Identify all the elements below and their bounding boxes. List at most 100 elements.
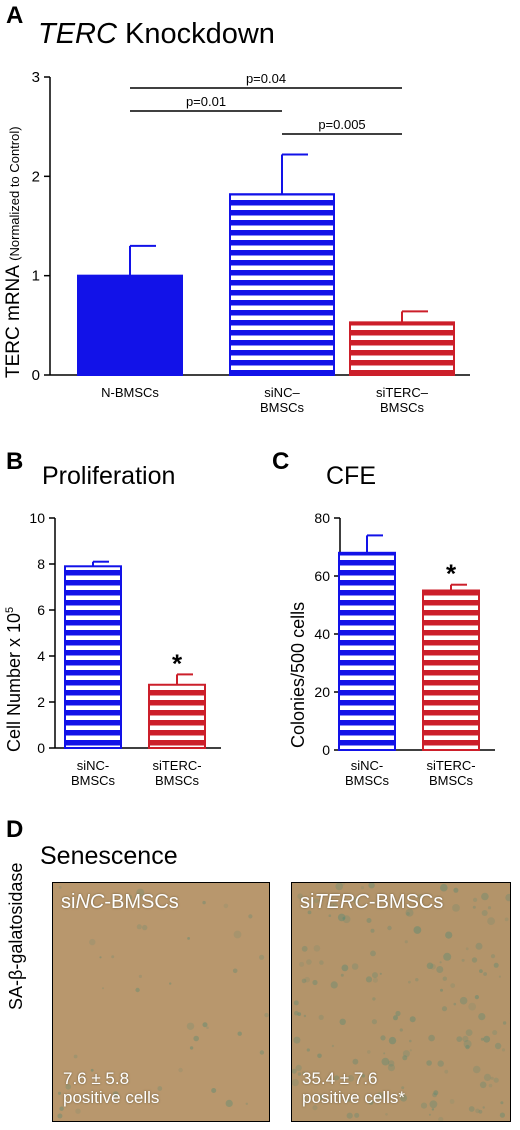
y-tick-label: 10: [29, 510, 45, 526]
stain-texture-1: [53, 883, 269, 1121]
stain-dot: [89, 938, 96, 946]
stain-dot: [433, 1090, 439, 1096]
stain-dot: [402, 1050, 410, 1058]
stain-dot: [406, 912, 410, 916]
stain-dot: [317, 1053, 322, 1059]
stain-dot: [313, 945, 321, 952]
stain-dot: [332, 902, 338, 908]
panel-d-title: Senescence: [40, 842, 178, 870]
stain-dot: [90, 1068, 94, 1072]
stain-dot: [372, 977, 378, 983]
stain-dot: [501, 1048, 506, 1052]
stain-dot: [248, 914, 253, 919]
stain-dot: [292, 1068, 297, 1074]
stain-dot: [347, 1075, 355, 1082]
stain-dot: [293, 1036, 301, 1044]
significance-star: *: [446, 559, 457, 589]
y-tick-label: 20: [314, 684, 330, 700]
bar: [349, 321, 455, 376]
stain-dot: [459, 996, 468, 1005]
stain-dot: [178, 1067, 183, 1073]
stain-dot: [409, 1049, 412, 1052]
stain-dot: [492, 1030, 498, 1036]
stain-dot: [142, 924, 148, 931]
stain-dot: [259, 1050, 265, 1055]
stain-dot: [504, 917, 509, 922]
stain-dot: [450, 983, 456, 988]
stain-dot: [420, 1102, 428, 1109]
stain-dot: [471, 957, 478, 963]
stain-dot: [306, 1048, 310, 1052]
stain-dot: [330, 981, 338, 989]
stain-dot: [294, 1010, 299, 1016]
stain-dot: [127, 894, 133, 900]
stain-dot: [352, 897, 360, 904]
stain-dot: [445, 931, 453, 939]
image-note-siterc-label: positive cells*: [302, 1088, 405, 1107]
category-label-line: BMSCs: [429, 773, 474, 788]
stain-dot: [303, 1096, 308, 1101]
image-title-siterc-pre: si: [300, 891, 315, 913]
stain-dot: [342, 917, 346, 920]
stain-dot: [388, 1036, 397, 1045]
stain-dot: [202, 1022, 208, 1028]
significance-label: p=0.01: [186, 94, 226, 109]
stain-dot: [453, 887, 459, 893]
stain-dot: [312, 1105, 318, 1111]
stain-dot: [334, 1075, 340, 1081]
stain-dot: [237, 1031, 242, 1036]
significance-label: p=0.04: [246, 71, 286, 86]
stain-dot: [299, 961, 305, 967]
stain-dot: [297, 1012, 302, 1016]
bar: [229, 193, 335, 376]
stain-dot: [429, 1100, 438, 1109]
image-title-siterc: siTERC-BMSCs: [300, 891, 443, 914]
stain-dot: [65, 1084, 72, 1090]
stain-dot: [502, 1021, 507, 1025]
stain-dot: [292, 1079, 299, 1087]
stain-dot: [482, 1106, 485, 1109]
stain-dot: [341, 964, 349, 972]
stain-dot: [361, 1074, 366, 1078]
bar: [422, 589, 480, 751]
category-label-line: siTERC-: [152, 758, 201, 773]
stain-dot: [366, 918, 372, 923]
stain-dot: [376, 1092, 384, 1100]
stain-dot: [493, 962, 499, 968]
stain-dot: [187, 937, 191, 940]
stain-dot: [360, 886, 365, 890]
stain-dot: [413, 926, 422, 934]
stain-dot: [303, 1014, 307, 1018]
stain-dot: [318, 1094, 324, 1100]
stain-dot: [462, 1035, 469, 1042]
image-title-siterc-post: -BMSCs: [368, 891, 444, 913]
stain-dot: [328, 902, 335, 909]
stain-dot: [439, 961, 442, 964]
y-tick-label: 8: [37, 556, 45, 572]
panel-b-letter: B: [6, 448, 24, 475]
stain-dot: [483, 1035, 491, 1043]
stain-dot: [442, 976, 447, 981]
bar: [64, 565, 122, 749]
category-label: siNC-BMSCs: [71, 758, 116, 788]
panel-d-letter: D: [6, 816, 24, 843]
stain-dot: [428, 1034, 435, 1042]
stain-dot: [493, 1077, 499, 1083]
stain-dot: [111, 955, 115, 959]
stain-dot: [399, 1028, 403, 1032]
image-title-sinc: siNC-BMSCs: [61, 891, 179, 914]
stain-dot: [400, 1094, 408, 1102]
stain-dot: [186, 1022, 195, 1030]
stain-dot: [58, 886, 62, 889]
stain-dot: [417, 893, 424, 900]
stain-dot: [340, 973, 344, 977]
stain-texture-2: [292, 883, 510, 1121]
stain-dot: [432, 1092, 437, 1098]
image-title-sinc-italic: NC: [75, 891, 105, 913]
category-label-line: BMSCs: [345, 773, 390, 788]
stain-dot: [409, 1039, 412, 1043]
panel-a-title-italic: TERC: [38, 18, 117, 50]
category-label-line: BMSCs: [155, 773, 200, 788]
stain-dot: [313, 898, 319, 904]
